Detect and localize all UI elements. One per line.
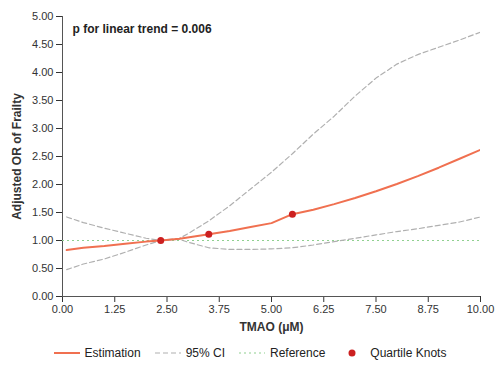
svg-text:5.00: 5.00 bbox=[32, 10, 53, 22]
html-text:Estimation: Estimation bbox=[84, 346, 141, 360]
svg-text:6.25: 6.25 bbox=[313, 303, 334, 315]
svg-text:10.00: 10.00 bbox=[467, 303, 495, 315]
svg-text:0.00: 0.00 bbox=[32, 290, 53, 302]
svg-text:p for linear trend = 0.006: p for linear trend = 0.006 bbox=[73, 22, 212, 36]
html-text:95% CI: 95% CI bbox=[185, 346, 225, 360]
svg-text:3.75: 3.75 bbox=[209, 303, 230, 315]
svg-text:3.00: 3.00 bbox=[32, 122, 53, 134]
svg-text:Adjusted OR of Frailty: Adjusted OR of Frailty bbox=[10, 93, 24, 220]
svg-text:2.50: 2.50 bbox=[32, 150, 53, 162]
svg-text:TMAO (μM): TMAO (μM) bbox=[240, 320, 304, 334]
svg-text:1.00: 1.00 bbox=[32, 234, 53, 246]
svg-text:3.50: 3.50 bbox=[32, 94, 53, 106]
svg-text:5.00: 5.00 bbox=[261, 303, 282, 315]
svg-text:1.25: 1.25 bbox=[104, 303, 125, 315]
svg-text:1.50: 1.50 bbox=[32, 206, 53, 218]
svg-text:7.50: 7.50 bbox=[365, 303, 386, 315]
svg-text:2.00: 2.00 bbox=[32, 178, 53, 190]
html-text:Reference: Reference bbox=[270, 346, 326, 360]
svg-text:4.50: 4.50 bbox=[32, 38, 53, 50]
svg-text:0.50: 0.50 bbox=[32, 262, 53, 274]
svg-text:8.75: 8.75 bbox=[418, 303, 439, 315]
svg-text:0.00: 0.00 bbox=[52, 303, 73, 315]
svg-text:2.50: 2.50 bbox=[156, 303, 177, 315]
html-text:Quartile Knots: Quartile Knots bbox=[370, 346, 447, 360]
svg-text:4.00: 4.00 bbox=[32, 66, 53, 78]
